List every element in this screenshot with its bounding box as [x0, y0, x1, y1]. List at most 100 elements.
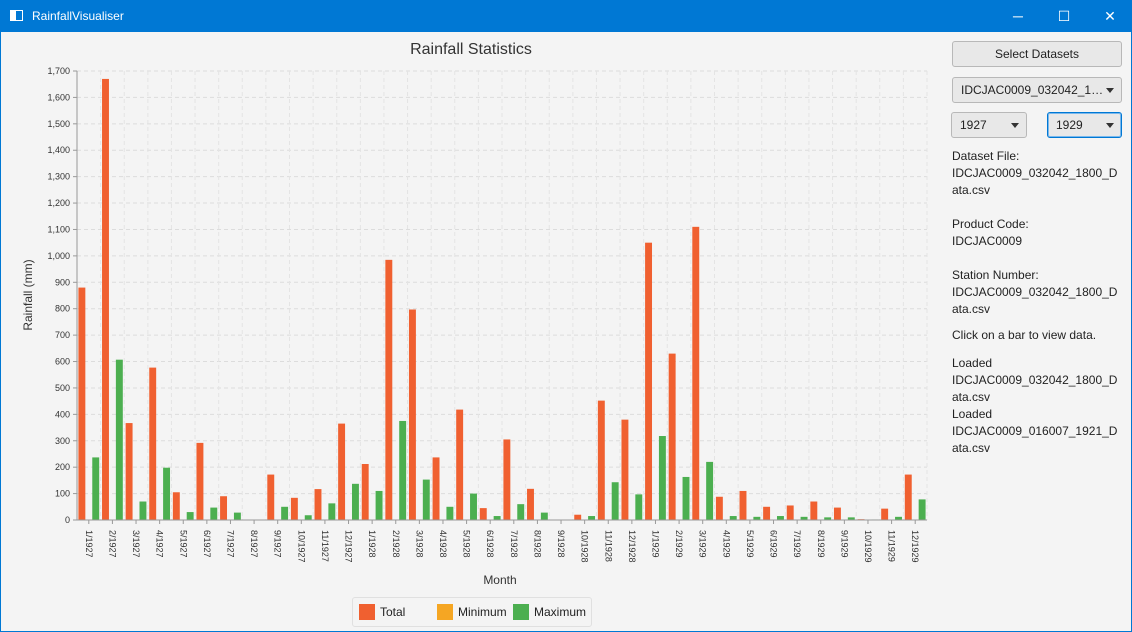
- bar-maximum[interactable]: [658, 436, 666, 520]
- bar-total[interactable]: [904, 474, 912, 520]
- bar-maximum[interactable]: [776, 516, 784, 520]
- maximize-button[interactable]: ☐: [1057, 8, 1071, 24]
- bar-total[interactable]: [881, 508, 889, 520]
- bar-maximum[interactable]: [800, 516, 808, 520]
- bar-maximum[interactable]: [918, 499, 926, 520]
- bar-maximum[interactable]: [281, 506, 289, 520]
- y-axis-ticks: 0 100 200 300 400 500 600 700 800 900 1,000 1,100 1,…: [47, 66, 78, 525]
- bar-total[interactable]: [102, 78, 109, 521]
- bar-maximum[interactable]: [706, 461, 714, 520]
- product-code-label: Product Code:: [952, 217, 1029, 231]
- bar-total[interactable]: [78, 287, 86, 520]
- close-button[interactable]: ✕: [1104, 8, 1116, 24]
- x-tick-label: 6/1928: [485, 530, 495, 558]
- bar-total[interactable]: [385, 259, 393, 520]
- bar-total[interactable]: [692, 226, 700, 520]
- bar-maximum[interactable]: [399, 420, 407, 520]
- bar-maximum[interactable]: [233, 512, 241, 520]
- bar-total[interactable]: [220, 496, 228, 520]
- bar-total[interactable]: [763, 506, 771, 520]
- loaded-1-label: Loaded: [952, 356, 993, 370]
- bar-total[interactable]: [479, 508, 487, 520]
- bar-maximum[interactable]: [115, 359, 123, 520]
- loaded-log: Loaded IDCJAC0009_032042_1800_Data.csv L…: [952, 355, 1124, 457]
- bar-maximum[interactable]: [682, 476, 690, 520]
- year-to-dropdown[interactable]: 1929: [1047, 112, 1122, 138]
- bar-total[interactable]: [361, 464, 369, 520]
- bar-maximum[interactable]: [540, 512, 548, 520]
- bar-maximum[interactable]: [375, 490, 383, 520]
- bar-maximum[interactable]: [470, 493, 477, 520]
- x-tick-label: 9/1929: [839, 530, 849, 558]
- bar-maximum[interactable]: [517, 504, 525, 520]
- bar-total[interactable]: [668, 353, 676, 520]
- bar-maximum[interactable]: [351, 483, 359, 520]
- bar-maximum[interactable]: [163, 467, 171, 520]
- station-number-value: IDCJAC0009_032042_1800_Data.csv: [952, 285, 1118, 316]
- bar-total[interactable]: [621, 419, 629, 520]
- y-tick-label: 0: [65, 515, 70, 525]
- x-tick-label: 12/1927: [344, 530, 354, 563]
- loaded-1-value: IDCJAC0009_032042_1800_Data.csv: [952, 373, 1118, 404]
- bar-maximum[interactable]: [446, 506, 454, 520]
- bar-total[interactable]: [290, 497, 298, 520]
- bar-maximum[interactable]: [824, 517, 832, 520]
- bar-total[interactable]: [645, 242, 653, 521]
- x-tick-label: 9/1927: [273, 530, 283, 558]
- y-tick-label: 1,000: [47, 251, 70, 261]
- x-tick-label: 4/1929: [721, 530, 731, 558]
- bar-maximum[interactable]: [210, 507, 218, 520]
- title-bar[interactable]: RainfallVisualiser ─ ☐ ✕: [1, 1, 1132, 32]
- dataset-dropdown[interactable]: IDCJAC0009_032042_1800_...: [952, 77, 1122, 103]
- chart-legend: Total Minimum Maximum: [352, 597, 592, 627]
- chart-bars[interactable]: [78, 78, 926, 521]
- bar-total[interactable]: [338, 423, 346, 520]
- x-tick-label: 9/1928: [556, 530, 566, 558]
- bar-maximum[interactable]: [139, 501, 147, 520]
- bar-total[interactable]: [456, 409, 464, 520]
- bar-total[interactable]: [149, 367, 157, 520]
- bar-maximum[interactable]: [729, 516, 737, 520]
- x-tick-label: 8/1928: [532, 530, 542, 558]
- bar-maximum[interactable]: [753, 516, 761, 520]
- year-from-dropdown[interactable]: 1927: [951, 112, 1027, 138]
- x-tick-label: 1/1927: [84, 530, 94, 558]
- bar-total[interactable]: [314, 489, 322, 520]
- bar-total[interactable]: [267, 474, 275, 520]
- x-tick-label: 7/1928: [509, 530, 519, 558]
- select-datasets-button[interactable]: Select Datasets: [952, 41, 1122, 67]
- x-tick-label: 11/1928: [603, 530, 613, 562]
- bar-total[interactable]: [432, 457, 440, 520]
- bar-total[interactable]: [786, 505, 794, 520]
- dataset-dropdown-value: IDCJAC0009_032042_1800_...: [961, 83, 1109, 97]
- hint-text: Click on a bar to view data.: [952, 328, 1097, 342]
- bar-maximum[interactable]: [328, 503, 336, 520]
- bar-maximum[interactable]: [422, 479, 430, 520]
- bar-maximum[interactable]: [186, 512, 194, 520]
- bar-total[interactable]: [739, 490, 747, 520]
- bar-maximum[interactable]: [493, 516, 501, 520]
- bar-total[interactable]: [172, 492, 180, 520]
- bar-total[interactable]: [503, 439, 511, 520]
- y-tick-label: 300: [55, 436, 70, 446]
- bar-maximum[interactable]: [588, 516, 596, 520]
- bar-total[interactable]: [408, 309, 416, 520]
- bar-maximum[interactable]: [92, 457, 100, 520]
- bar-total[interactable]: [715, 496, 723, 520]
- bar-total[interactable]: [574, 514, 582, 520]
- bar-maximum[interactable]: [635, 494, 643, 520]
- minimize-button[interactable]: ─: [1013, 8, 1023, 24]
- bar-total[interactable]: [196, 442, 204, 520]
- bar-maximum[interactable]: [847, 517, 855, 520]
- bar-total[interactable]: [810, 501, 818, 520]
- bar-maximum[interactable]: [895, 516, 902, 520]
- y-tick-label: 700: [55, 330, 70, 340]
- bar-maximum[interactable]: [611, 482, 619, 520]
- bar-total[interactable]: [125, 423, 133, 520]
- bar-total[interactable]: [597, 400, 605, 520]
- bar-total[interactable]: [833, 507, 841, 520]
- bar-total[interactable]: [527, 488, 534, 520]
- y-tick-label: 1,400: [47, 145, 70, 155]
- bar-maximum[interactable]: [304, 515, 312, 520]
